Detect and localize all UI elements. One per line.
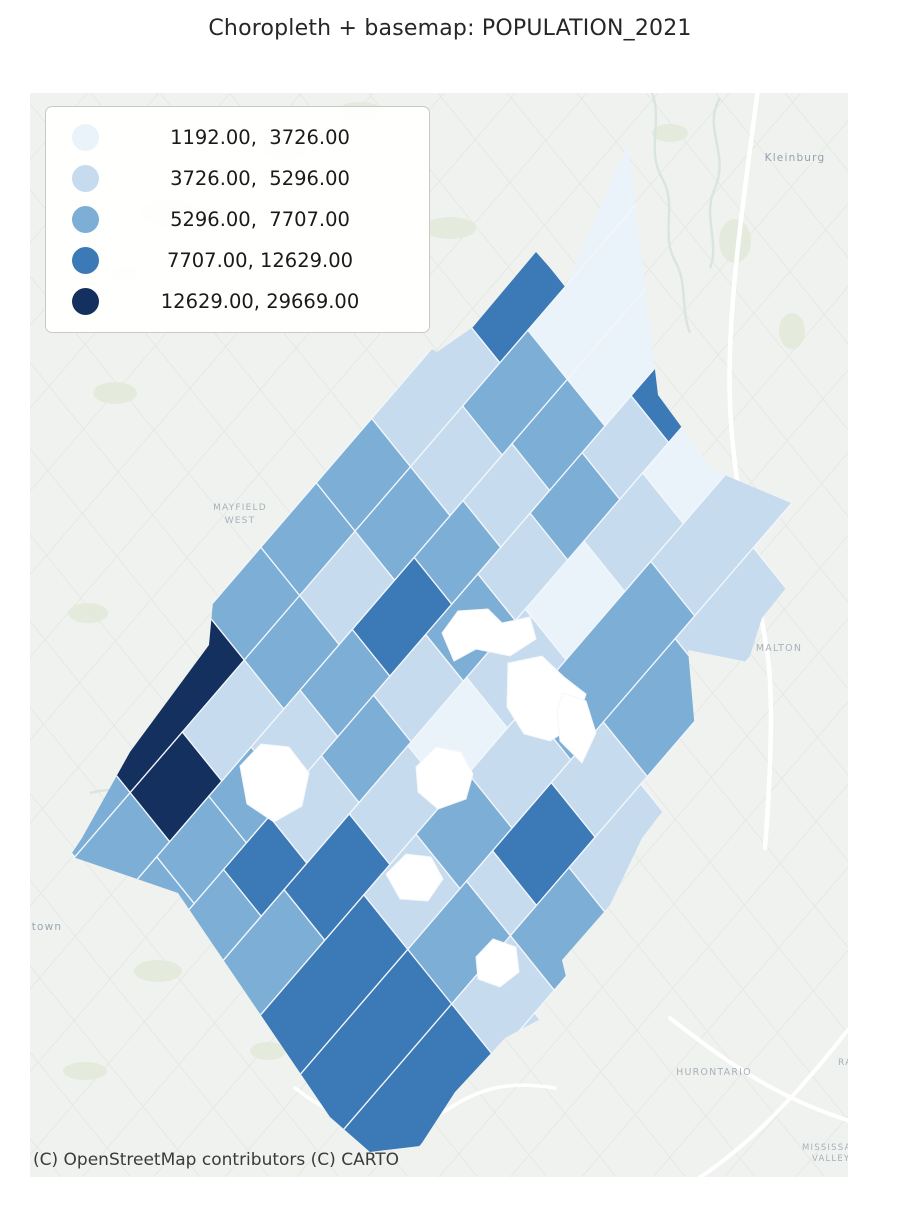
valley-gap — [441, 608, 537, 662]
greenspace — [250, 1042, 286, 1060]
basemap-labels: Kleinburg MAYFIELD WEST MALTON HURONTARIO RAT… — [32, 152, 848, 1164]
page-title: Choropleth + basemap: POPULATION_2021 — [208, 16, 692, 41]
valley-gap — [239, 743, 310, 823]
legend: 1192.00, 3726.00 3726.00, 5296.00 5296.00,… — [45, 106, 430, 333]
choropleth-map: Kleinburg MAYFIELD WEST MALTON HURONTARIO RAT… — [30, 93, 848, 1177]
greenspace — [93, 382, 137, 404]
legend-class-label: 5296.00, 7707.00 — [170, 208, 350, 231]
greenspace — [134, 960, 182, 982]
river — [650, 93, 692, 334]
place-label: MALTON — [756, 643, 802, 654]
legend-class-label: 3726.00, 5296.00 — [170, 167, 350, 190]
legend-row: 1192.00, 3726.00 — [54, 117, 421, 158]
legend-swatch-class-3 — [72, 206, 99, 233]
legend-row: 3726.00, 5296.00 — [54, 158, 421, 199]
valley-gap — [385, 853, 444, 902]
place-label: VALLEYS — [812, 1154, 848, 1164]
valley-gap — [475, 938, 520, 988]
legend-row: 12629.00, 29669.00 — [54, 281, 421, 322]
legend-swatch-class-2 — [72, 165, 99, 192]
legend-class-label: 1192.00, 3726.00 — [170, 126, 350, 149]
place-label: WEST — [225, 516, 256, 526]
legend-swatch-class-4 — [72, 247, 99, 274]
place-label: MISSISSAU — [802, 1143, 848, 1153]
greenspace — [424, 217, 476, 239]
legend-swatch-class-1 — [72, 124, 99, 151]
place-label: Kleinburg — [765, 152, 826, 164]
legend-class-label: 7707.00, 12629.00 — [166, 249, 354, 272]
greenspace — [652, 124, 688, 142]
valley-gap — [415, 746, 474, 810]
place-label: HURONTARIO — [676, 1067, 752, 1078]
legend-class-label: 12629.00, 29669.00 — [160, 290, 360, 313]
greenspace — [779, 313, 805, 349]
place-label: MAYFIELD — [213, 503, 267, 513]
greenspace — [719, 219, 751, 263]
place-label: RATH — [838, 1058, 848, 1068]
legend-row: 5296.00, 7707.00 — [54, 199, 421, 240]
greenspace — [63, 1062, 107, 1080]
legend-swatch-class-5 — [72, 288, 99, 315]
road — [668, 1016, 848, 1123]
road — [696, 1026, 848, 1177]
valley-gap — [556, 692, 597, 764]
map-canvas: Kleinburg MAYFIELD WEST MALTON HURONTARIO RAT… — [30, 93, 848, 1177]
legend-row: 7707.00, 12629.00 — [54, 240, 421, 281]
place-label: town — [32, 921, 63, 933]
greenspace — [68, 603, 108, 623]
river — [708, 97, 722, 269]
attribution-text: (C) OpenStreetMap contributors (C) CARTO — [33, 1150, 400, 1170]
